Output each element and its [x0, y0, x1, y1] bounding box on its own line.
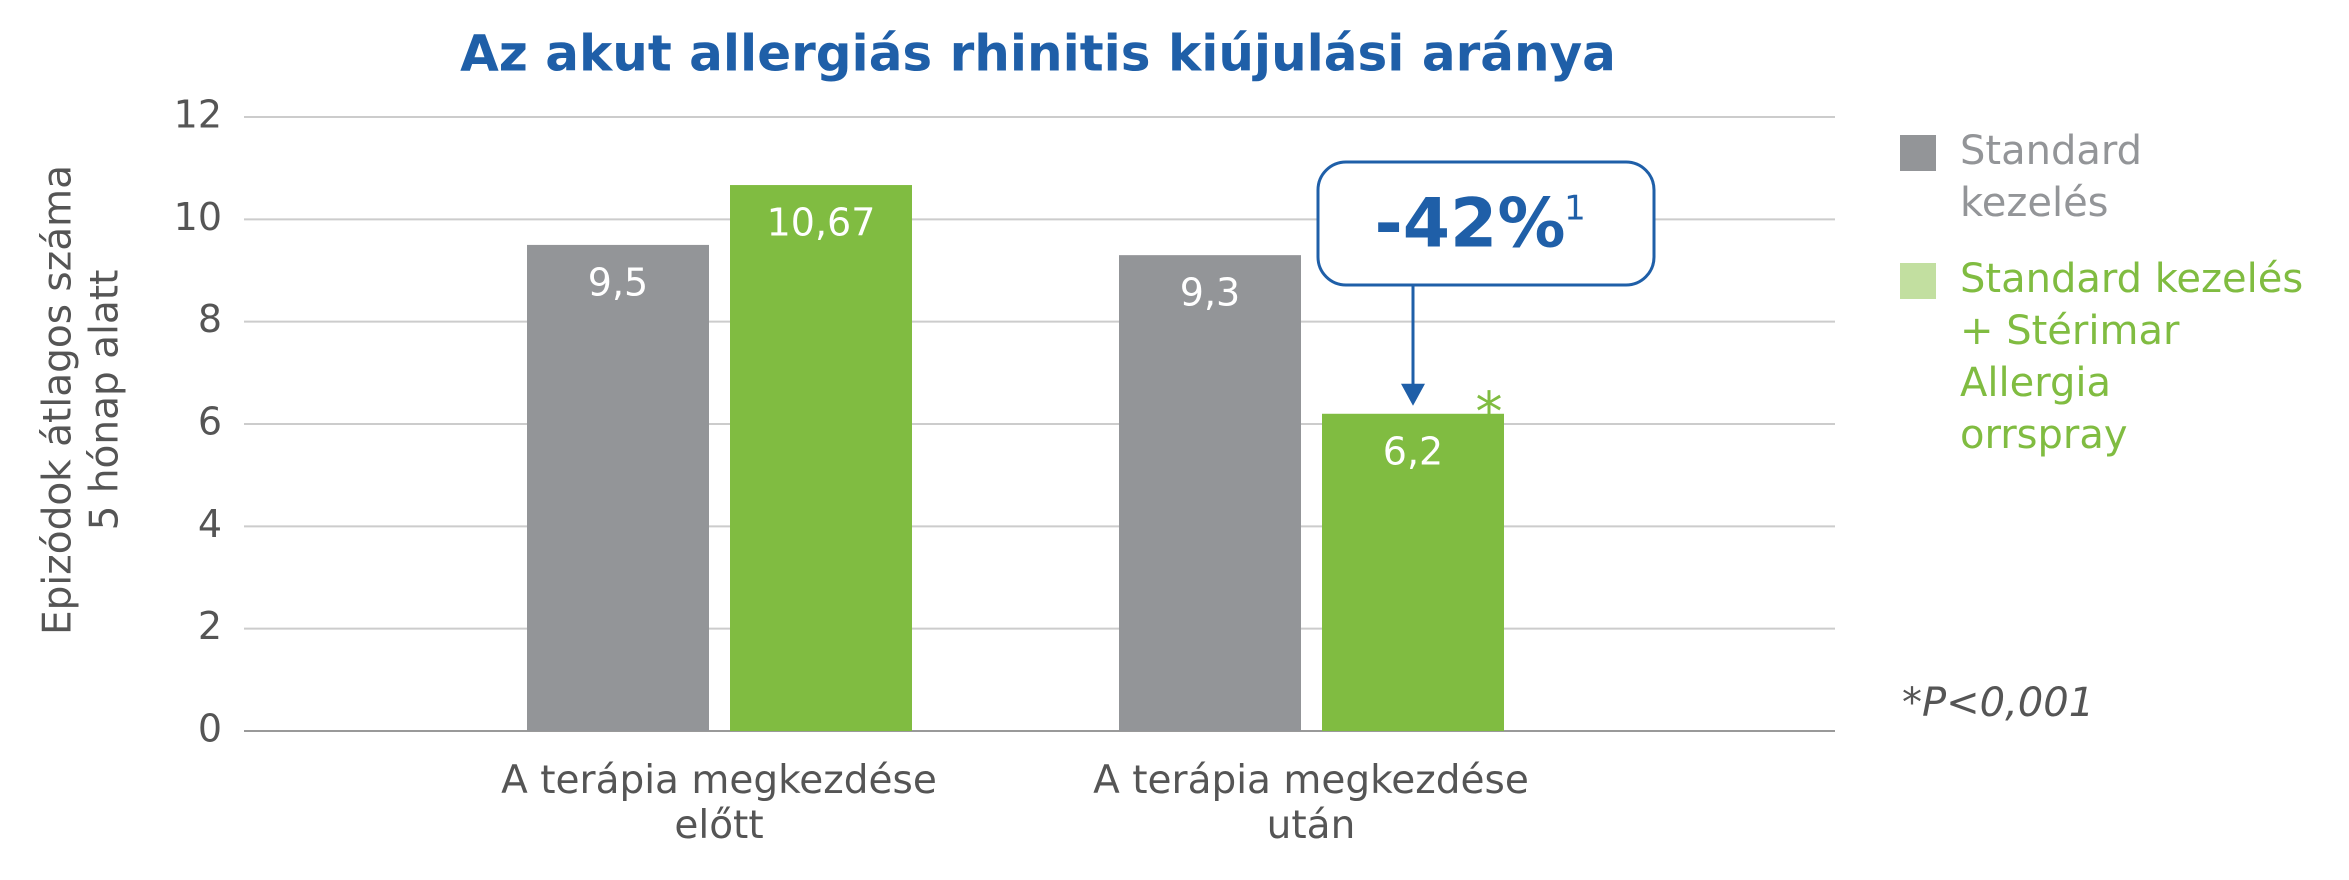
chart-title: Az akut allergiás rhinitis kiújulási ará…	[460, 25, 1616, 83]
bar	[527, 244, 709, 731]
y-axis-label: Epizódok átlagos száma	[36, 165, 81, 635]
legend-label: Standard kezelés	[1960, 128, 2142, 226]
legend: Standard kezelés Standard kezelés + Stéri…	[1900, 125, 2340, 485]
footnote: *P<0,001	[1902, 680, 2094, 726]
data-label: 6,2	[1383, 429, 1443, 473]
callout-box	[1316, 160, 1656, 287]
callout-sup: 1	[1564, 189, 1586, 229]
y-axis-label: 5 hónap alatt	[83, 270, 128, 531]
bar	[730, 185, 912, 732]
data-label: 9,3	[1180, 271, 1240, 315]
callout-text: -42%	[1375, 185, 1566, 264]
y-tick-label: 12	[174, 93, 222, 137]
callout-arrowhead	[1401, 383, 1425, 406]
x-tick-label: A terápia megkezdése után	[1093, 758, 1529, 848]
y-tick-label: 10	[174, 195, 222, 239]
legend-item: Standard kezelés	[1900, 125, 2340, 229]
x-tick-label: A terápia megkezdése előtt	[501, 758, 937, 848]
legend-label: Standard kezelés + Stérimar Allergia orr…	[1960, 256, 2304, 458]
significance-mark: *	[1476, 380, 1503, 443]
legend-item: Standard kezelés + Stérimar Allergia orr…	[1900, 253, 2340, 461]
y-tick-label: 0	[198, 707, 222, 751]
bar	[1119, 255, 1301, 731]
legend-swatch	[1900, 135, 1936, 171]
y-tick-label: 4	[198, 502, 222, 546]
bar	[1322, 413, 1504, 731]
y-tick-label: 8	[198, 297, 222, 341]
y-tick-label: 2	[198, 604, 222, 648]
y-tick-label: 6	[198, 400, 222, 444]
legend-swatch	[1900, 263, 1936, 299]
data-label: 10,67	[767, 201, 876, 245]
data-label: 9,5	[588, 260, 648, 304]
